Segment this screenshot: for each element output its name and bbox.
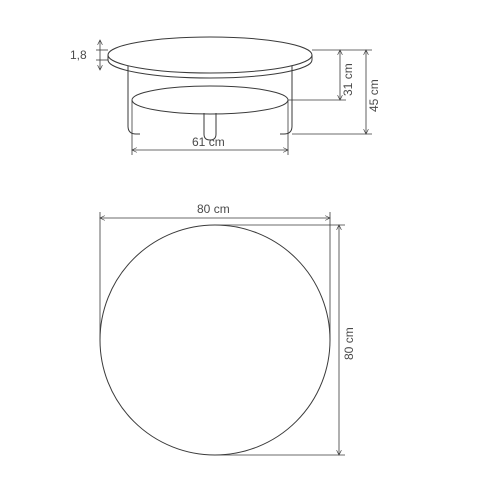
side-elevation: 1,8 61 cm 31 cm 45 cm [70,37,381,155]
tabletop-upper-edge [108,37,312,73]
tabletop-circle [100,225,330,455]
plan-view: 80 cm 80 cm [100,202,356,455]
dim-shelf-height: 31 cm [340,50,355,100]
dim-total-height: 45 cm [366,50,381,134]
dim-shelf-width-label: 61 cm [192,135,225,149]
technical-drawing: 1,8 61 cm 31 cm 45 cm [0,0,500,500]
dim-diameter-height-label: 80 cm [342,327,356,360]
shelf-ellipse [132,86,288,114]
dim-diameter-height: 80 cm [215,225,356,455]
leg-left [128,66,140,134]
dim-shelf-height-label: 31 cm [341,63,355,96]
dim-diameter-width: 80 cm [100,202,330,340]
dim-shelf-width: 61 cm [132,100,288,155]
dim-diameter-width-label: 80 cm [197,202,230,216]
dim-top-thickness: 1,8 [70,40,108,70]
dim-top-thickness-label: 1,8 [70,48,87,62]
tabletop-lower-edge [108,60,312,78]
legs [128,66,292,140]
dim-total-height-label: 45 cm [367,79,381,112]
